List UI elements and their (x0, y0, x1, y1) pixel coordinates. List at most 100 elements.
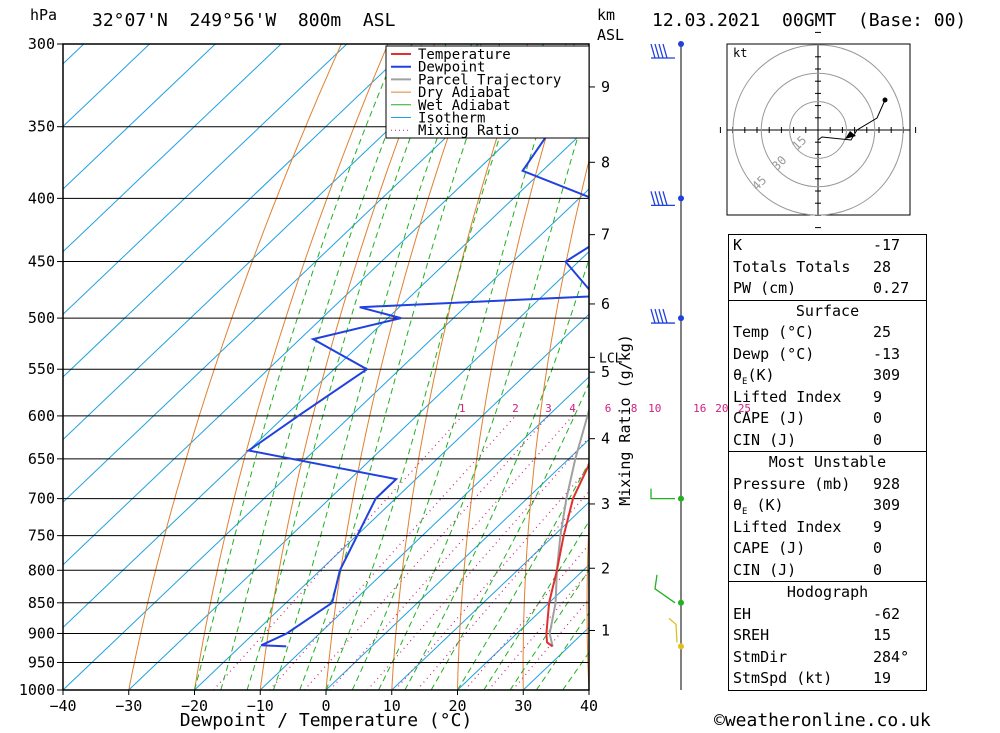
wind-barb (658, 308, 664, 324)
dewpoint-line (246, 72, 589, 648)
wind-level-dot (678, 643, 684, 650)
mu-cape-label: CAPE (J) (733, 539, 806, 557)
km-tick-label: 7 (601, 226, 610, 244)
tt-value: 28 (873, 257, 892, 276)
mu-theta-label: θE (K) (733, 496, 784, 517)
dewp-value: -13 (873, 344, 901, 363)
wet-adiabat-line (220, 44, 423, 690)
mixing-ratio-label: 3 (545, 402, 552, 415)
pressure-tick-label: 300 (28, 35, 55, 53)
hodograph-ring (789, 101, 847, 159)
cape-label: CAPE (J) (733, 409, 806, 427)
parcel-trajectory-line (548, 406, 589, 647)
wet-adiabat-line (351, 44, 567, 690)
mu-cin-value: 0 (873, 560, 883, 579)
wind-barb (662, 191, 668, 206)
pw-label: PW (cm) (733, 279, 797, 297)
theta-value: 309 (873, 366, 901, 384)
lcl-label: LCL (599, 351, 623, 366)
li-label: Lifted Index (733, 387, 842, 406)
location-title: 32°07'N 249°56'W 800m ASL (92, 10, 396, 31)
km-tick-label: 8 (601, 153, 610, 171)
x-tick-label: 30 (514, 697, 532, 715)
stats-panel: K -17 Totals Totals 28 PW (cm) 0.27 Surface… (728, 234, 927, 691)
mixing-ratio-label: 8 (631, 402, 638, 415)
isotherm-line (391, 501, 589, 690)
wet-adiabat-line (378, 97, 589, 690)
hodograph-ring (760, 72, 876, 188)
cin-value: 0 (873, 430, 883, 449)
isotherm-line (63, 44, 150, 128)
mu-pressure-value: 928 (873, 474, 901, 493)
wind-level-dot (678, 495, 684, 502)
mixing-ratio-axis-label: Mixing Ratio (g/kg) (616, 334, 634, 506)
wind-barb (650, 488, 675, 500)
pressure-tick-label: 900 (28, 624, 55, 642)
mixing-ratio-label: 25 (738, 402, 751, 415)
wind-barb (654, 191, 660, 206)
mixing-ratio-line (269, 415, 516, 690)
sreh-value: 15 (873, 626, 892, 644)
stmdir-label: StmDir (733, 647, 788, 666)
isotherm-line (325, 438, 589, 690)
isotherm-line (63, 44, 413, 378)
mixing-ratio-label: 1 (459, 402, 466, 415)
mixing-ratio-line (212, 415, 463, 690)
hodograph-stats-box: Hodograph EH -62 SREH 15 StmDir 284° StmSpd… (728, 581, 927, 691)
mu-li-value: 9 (873, 517, 883, 536)
km-tick-label: 4 (601, 430, 610, 448)
mixing-ratio-label: 16 (693, 402, 706, 415)
datetime-title: 12.03.2021 00GMT (Base: 00) (652, 10, 966, 31)
wet-adiabat-line (246, 44, 447, 690)
mixing-ratio-label: 10 (648, 402, 661, 415)
isotherm-line (63, 188, 589, 690)
wind-barb (650, 43, 656, 59)
stmspd-label: StmSpd (kt) (733, 669, 833, 687)
pressure-tick-label: 800 (28, 561, 55, 579)
isotherm-line (63, 44, 282, 253)
pressure-tick-label: 700 (28, 490, 55, 508)
mixing-ratio-label: 2 (512, 402, 519, 415)
li-value: 9 (873, 387, 883, 406)
km-tick-label: 3 (601, 495, 610, 513)
wind-barb (658, 43, 664, 59)
pressure-tick-label: 600 (28, 407, 55, 425)
dry-adiabat-line (985, 26, 1000, 690)
temp-label: Temp (°C) (733, 323, 815, 341)
wind-level-dot (678, 41, 684, 47)
wind-level-dot (678, 599, 684, 606)
km-tick-label: 9 (601, 78, 610, 96)
stmdir-value: 284° (873, 647, 910, 666)
hodograph-kt-label: kt (733, 46, 747, 60)
legend-box (385, 45, 590, 139)
hodograph-title: Hodograph (786, 583, 869, 601)
dry-adiabat-line (128, 44, 342, 690)
indices-box: K -17 Totals Totals 28 PW (cm) 0.27 (728, 234, 927, 301)
wet-adiabat-line (430, 381, 589, 690)
isotherm-line (63, 44, 348, 315)
mixing-ratio-label: 6 (605, 402, 612, 415)
most-unstable-title: Most Unstable (768, 453, 887, 471)
copyright: ©weatheronline.co.uk (714, 710, 931, 731)
wind-level-dot (678, 315, 684, 322)
asl-label: ASL (597, 26, 624, 44)
dry-adiabat-line (325, 44, 482, 690)
isotherm-line (63, 44, 545, 503)
dry-adiabat-line (586, 511, 589, 690)
k-value: -17 (873, 236, 901, 254)
km-tick-label: 2 (601, 559, 610, 577)
x-tick-label: 20 (448, 697, 466, 715)
pressure-tick-label: 500 (28, 309, 55, 327)
wind-barb (654, 574, 676, 604)
mu-li-label: Lifted Index (733, 517, 842, 536)
x-tick-label: 0 (321, 697, 330, 715)
tt-label: Totals Totals (733, 257, 851, 276)
legend-entry: Dewpoint (418, 60, 485, 76)
x-tick-label: −10 (247, 697, 274, 715)
cin-label: CIN (J) (733, 430, 797, 449)
legend-entry: Mixing Ratio (418, 123, 519, 139)
mixing-ratio-label: 4 (569, 402, 576, 415)
hpa-label: hPa (30, 6, 57, 24)
mixing-ratio-line (303, 415, 549, 690)
